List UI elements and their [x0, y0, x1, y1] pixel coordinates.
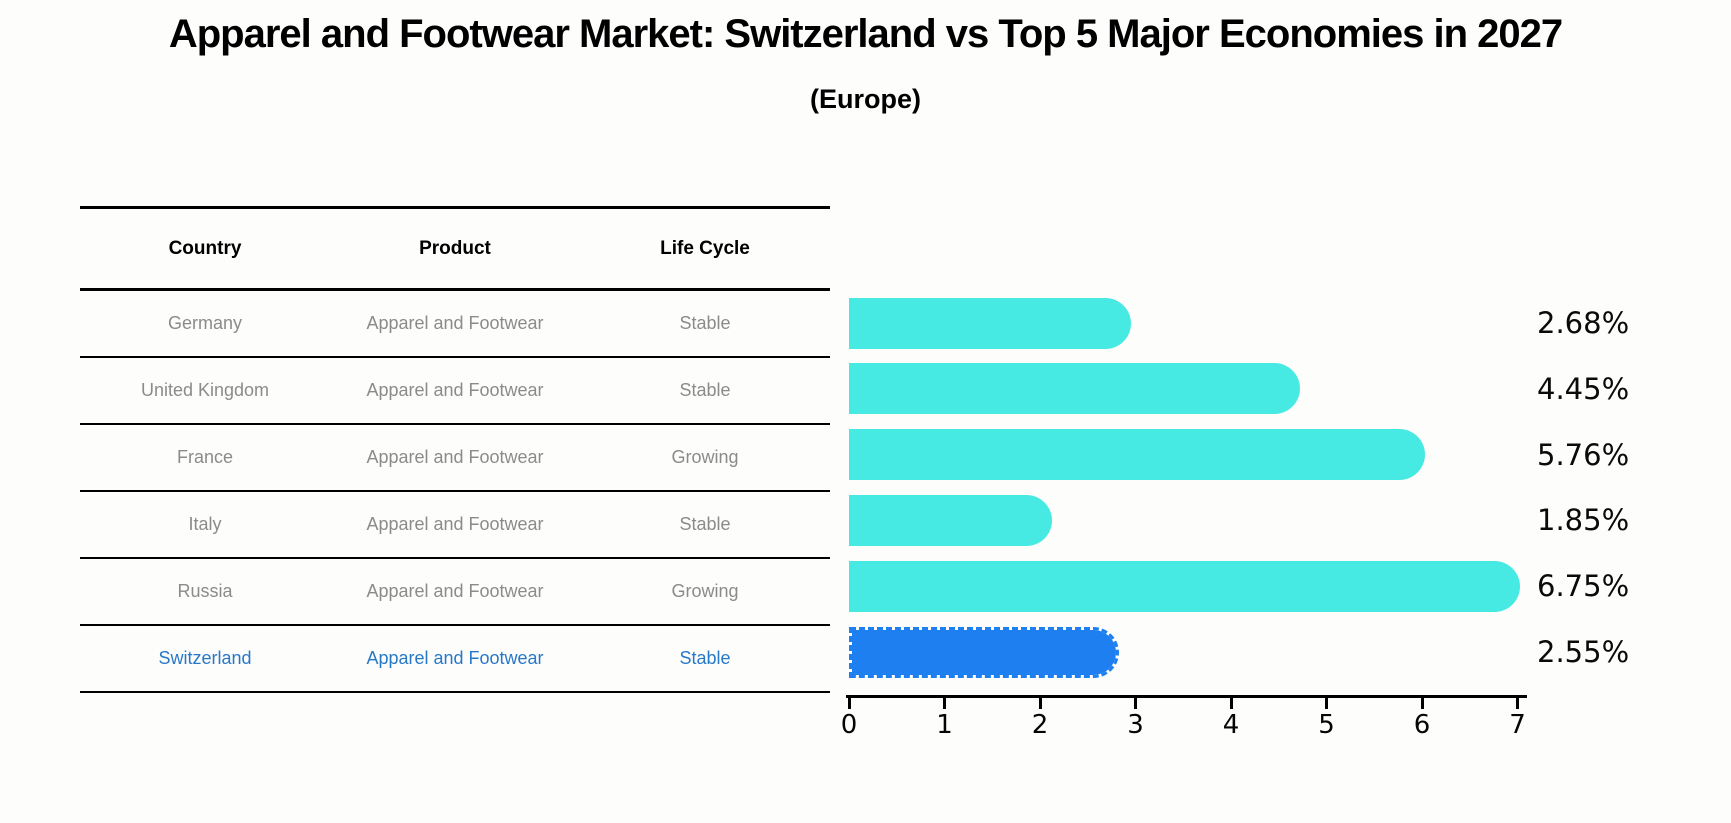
x-tick-mark — [943, 697, 946, 709]
x-tick-label: 7 — [1509, 710, 1526, 740]
table-row: United Kingdom Apparel and Footwear Stable — [80, 358, 830, 425]
table-header-cell-life-cycle: Life Cycle — [660, 237, 750, 259]
table-row: Italy Apparel and Footwear Stable — [80, 492, 830, 559]
cell-life-cycle: Stable — [679, 514, 731, 534]
cell-life-cycle: Stable — [679, 380, 731, 400]
x-tick-mark — [1038, 697, 1042, 709]
chart-subtitle: (Europe) — [810, 84, 921, 114]
value-label: 4.45% — [1537, 371, 1630, 406]
cell-country: Germany — [167, 313, 243, 333]
cell-country: Italy — [188, 514, 222, 534]
x-tick-mark — [1229, 697, 1233, 709]
cell-country: France — [176, 447, 234, 467]
x-tick-label: 1 — [936, 710, 953, 740]
cell-country: Russia — [177, 581, 233, 601]
value-label: 1.85% — [1537, 503, 1630, 538]
bar-france — [849, 429, 1426, 481]
x-tick-mark — [1134, 697, 1137, 709]
bar-germany — [849, 297, 1131, 349]
table-row: Russia Apparel and Footwear Growing — [80, 559, 830, 626]
cell-product: Apparel and Footwear — [366, 514, 544, 534]
cell-product: Apparel and Footwear — [366, 447, 544, 467]
cell-product: Apparel and Footwear — [366, 380, 544, 400]
x-tick-label: 3 — [1127, 710, 1144, 740]
cell-product: Apparel and Footwear — [366, 648, 544, 668]
x-axis-line — [846, 695, 1527, 698]
chart-title: Apparel and Footwear Market: Switzerland… — [168, 12, 1563, 56]
value-label: 6.75% — [1537, 569, 1630, 604]
cell-product: Apparel and Footwear — [366, 313, 544, 333]
table-row: France Apparel and Footwear Growing — [80, 425, 830, 492]
x-tick-mark — [1420, 697, 1424, 709]
value-label: 2.55% — [1537, 635, 1630, 669]
cell-country: Switzerland — [158, 648, 252, 668]
x-tick-label: 0 — [840, 710, 858, 740]
x-tick-label: 5 — [1318, 710, 1335, 740]
value-label: 5.76% — [1537, 437, 1630, 472]
x-tick-label: 4 — [1222, 710, 1240, 740]
table-body: Germany Apparel and Footwear Stable United … — [80, 291, 830, 693]
x-tick-mark — [1325, 697, 1328, 709]
bar-highlight-switzerland — [849, 626, 1119, 678]
table-row: Switzerland Apparel and Footwear Stable — [80, 626, 830, 693]
cell-life-cycle: Growing — [671, 581, 739, 601]
x-tick-label: 2 — [1031, 710, 1049, 740]
value-label: 2.68% — [1537, 306, 1630, 340]
cell-product: Apparel and Footwear — [366, 581, 544, 601]
bar-united-kingdom — [849, 363, 1300, 415]
country-table: Country Product Life Cycle Germany Apparel … — [80, 206, 830, 693]
x-tick-mark — [1516, 697, 1519, 709]
cell-life-cycle: Growing — [671, 447, 739, 467]
table-header-cell-product: Product — [419, 237, 491, 259]
cell-life-cycle: Stable — [679, 648, 731, 668]
bar-italy — [849, 494, 1052, 546]
x-tick-label: 6 — [1413, 710, 1431, 740]
cell-life-cycle: Stable — [679, 313, 731, 333]
x-tick-mark — [847, 697, 851, 709]
table-header-cell-country: Country — [168, 237, 242, 259]
table-header-row: Country Product Life Cycle — [80, 209, 830, 291]
table-row: Germany Apparel and Footwear Stable — [80, 291, 830, 358]
bar-russia — [849, 560, 1520, 612]
cell-country: United Kingdom — [140, 380, 270, 400]
